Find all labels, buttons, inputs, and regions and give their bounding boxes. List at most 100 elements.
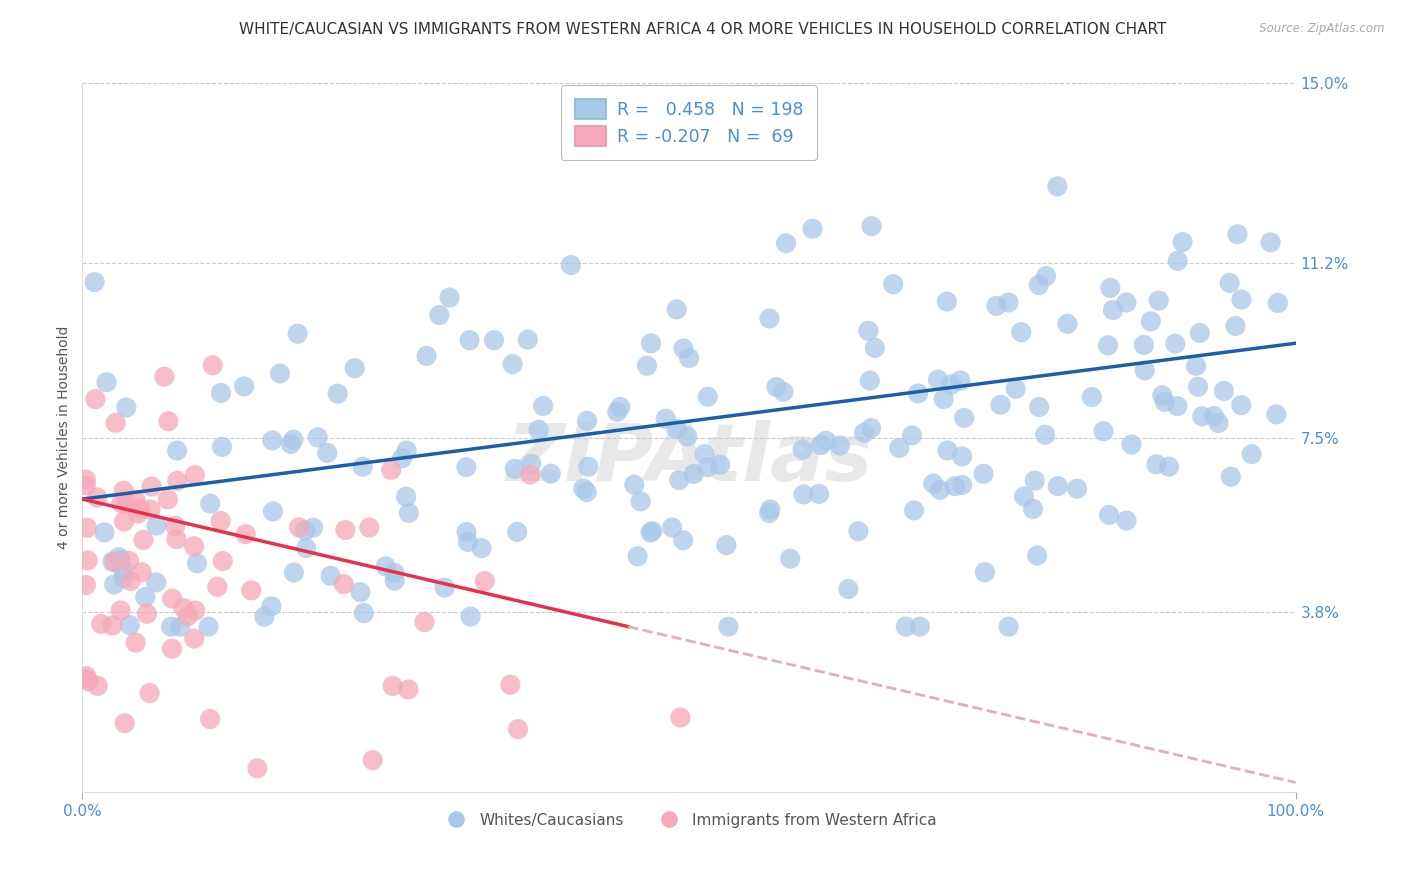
Point [1097,338,1119,352]
Point [863,341,886,355]
Point [520,457,543,471]
Point [76,672,98,686]
Point [456,524,478,539]
Point [1028,400,1050,414]
Point [693,447,716,461]
Point [139,502,162,516]
Point [1012,490,1035,504]
Point [118,618,141,632]
Point [1219,276,1241,290]
Point [75,669,97,683]
Point [765,380,787,394]
Point [177,609,200,624]
Point [672,342,695,356]
Point [506,524,529,539]
Y-axis label: 4 or more Vehicles in Household: 4 or more Vehicles in Household [58,326,72,549]
Point [609,400,631,414]
Point [655,412,678,426]
Point [75,578,97,592]
Point [253,609,276,624]
Point [280,437,302,451]
Point [669,710,692,724]
Point [211,440,233,454]
Point [103,555,125,569]
Point [1157,459,1180,474]
Point [93,525,115,540]
Point [101,554,124,568]
Point [110,603,132,617]
Point [166,533,188,547]
Point [169,620,191,634]
Point [343,361,366,376]
Point [630,494,652,508]
Point [294,524,316,538]
Point [1188,326,1211,340]
Point [949,374,972,388]
Point [1056,317,1078,331]
Point [640,336,662,351]
Point [110,553,132,567]
Point [457,535,479,549]
Point [209,514,232,528]
Point [1092,424,1115,438]
Point [141,479,163,493]
Point [353,606,375,620]
Point [1046,179,1069,194]
Point [1230,293,1253,307]
Point [456,460,478,475]
Point [678,351,700,365]
Text: WHITE/CAUCASIAN VS IMMIGRANTS FROM WESTERN AFRICA 4 OR MORE VEHICLES IN HOUSEHOL: WHITE/CAUCASIAN VS IMMIGRANTS FROM WESTE… [239,22,1167,37]
Point [758,506,780,520]
Point [901,428,924,442]
Point [907,386,929,401]
Point [96,376,118,390]
Point [110,496,132,510]
Point [114,716,136,731]
Point [77,674,100,689]
Point [941,377,963,392]
Point [75,473,97,487]
Point [506,722,529,736]
Point [519,467,541,482]
Point [134,590,156,604]
Point [672,533,695,548]
Point [288,520,311,534]
Point [1139,314,1161,328]
Point [112,483,135,498]
Point [1164,336,1187,351]
Point [717,620,740,634]
Point [1035,269,1057,284]
Point [197,620,219,634]
Point [531,399,554,413]
Point [859,374,882,388]
Point [792,487,814,501]
Point [84,392,107,406]
Point [950,478,973,492]
Point [576,459,599,474]
Point [1098,508,1121,522]
Point [352,459,374,474]
Point [808,487,831,501]
Point [246,761,269,775]
Point [160,641,183,656]
Point [157,414,180,428]
Point [183,632,205,646]
Point [882,277,904,292]
Point [458,333,481,347]
Point [1260,235,1282,250]
Point [427,308,450,322]
Point [186,556,208,570]
Point [1185,359,1208,373]
Point [166,474,188,488]
Point [1081,390,1104,404]
Point [846,524,869,539]
Point [391,451,413,466]
Point [474,574,496,588]
Point [384,574,406,588]
Point [929,483,952,497]
Point [384,566,406,580]
Point [640,525,662,540]
Point [1267,296,1289,310]
Point [1121,437,1143,451]
Point [120,574,142,588]
